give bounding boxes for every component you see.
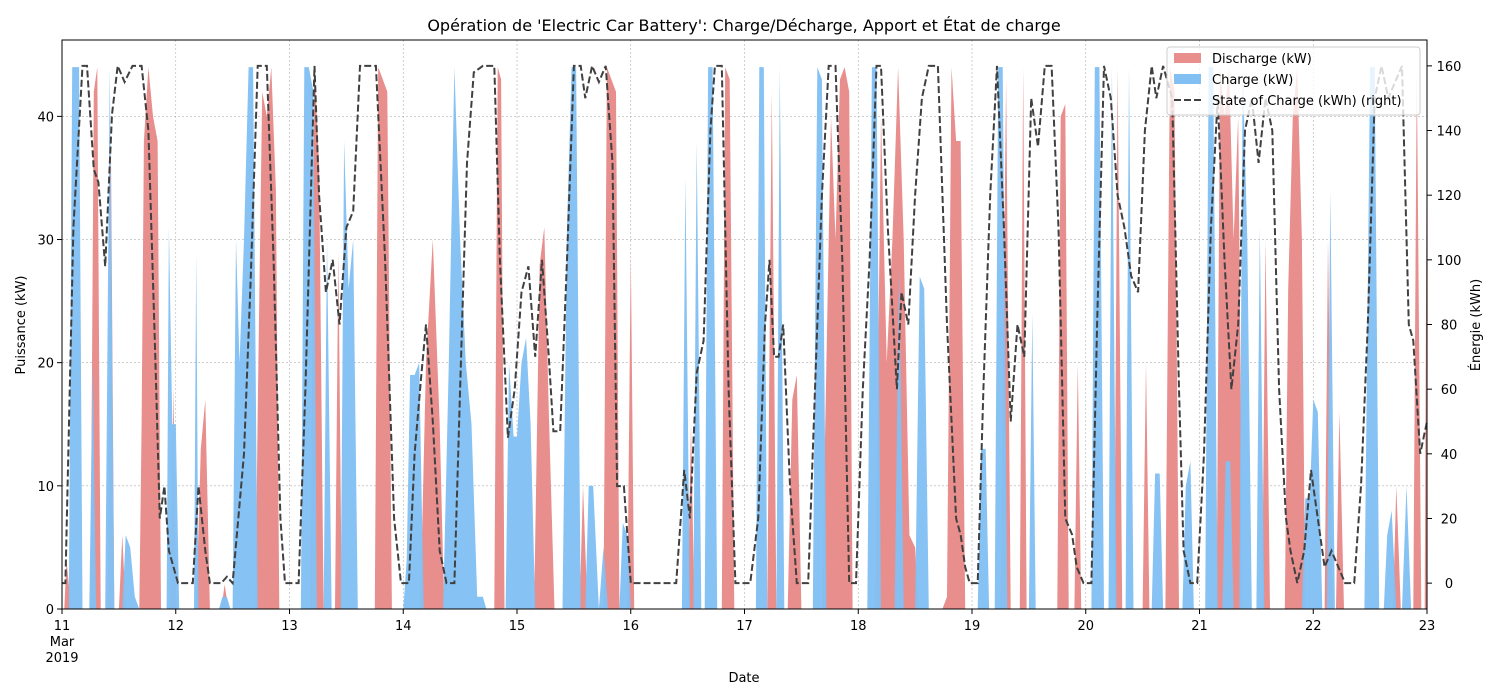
x-tick-label: 23: [1419, 619, 1436, 634]
x-tick-label: 20: [1077, 619, 1094, 634]
x-tick-label: 21: [1191, 619, 1208, 634]
legend-label: State of Charge (kWh) (right): [1212, 94, 1402, 109]
y-right-tick-label: 60: [1441, 383, 1458, 398]
x-tick-label: 11: [54, 619, 71, 634]
x-tick-sublabel-month: Mar: [50, 635, 75, 650]
y-right-tick-label: 20: [1441, 512, 1458, 527]
legend-swatch-charge: [1174, 74, 1201, 84]
y-right-tick-label: 100: [1437, 254, 1462, 269]
x-tick-label: 18: [850, 619, 867, 634]
legend-swatch-discharge: [1174, 53, 1201, 63]
x-tick-label: 19: [964, 619, 981, 634]
legend-label: Discharge (kW): [1212, 52, 1312, 67]
y-axis-title: Puissance (kW): [14, 275, 29, 374]
x-tick-sublabel-year: 2019: [45, 651, 78, 666]
x-axis-title: Date: [728, 671, 759, 686]
x-tick-label: 12: [167, 619, 184, 634]
y-right-tick-label: 40: [1441, 448, 1458, 463]
plot-lines: [62, 62, 1428, 586]
y-tick-label: 30: [37, 234, 54, 249]
y-tick-label: 40: [37, 110, 54, 125]
y-right-tick-label: 80: [1441, 319, 1458, 334]
plot-areas: [62, 67, 1427, 610]
legend-box: [1166, 46, 1421, 116]
legend-label: Charge (kW): [1212, 73, 1293, 88]
chart-title: Opération de 'Electric Car Battery': Cha…: [427, 16, 1060, 35]
x-tick-label: 14: [395, 619, 412, 634]
y-tick-label: 0: [46, 603, 54, 618]
x-tick-label: 22: [1305, 619, 1322, 634]
y-right-tick-label: 140: [1437, 125, 1462, 140]
x-tick-label: 16: [622, 619, 639, 634]
x-tick-label: 13: [281, 619, 298, 634]
y-right-axis-title: Énergie (kWh): [1468, 279, 1484, 371]
x-tick-label: 15: [509, 619, 526, 634]
series-line-state-of-charge: [62, 62, 1428, 586]
series-area-discharge: [62, 67, 1427, 610]
y-tick-label: 10: [37, 480, 54, 495]
legend: Discharge (kW) Charge (kW) State of Charge…: [1166, 46, 1421, 116]
y-right-tick-label: 120: [1437, 189, 1462, 204]
y-right-tick-label: 0: [1445, 577, 1453, 592]
x-tick-label: 17: [736, 619, 753, 634]
y-right-tick-label: 160: [1437, 60, 1462, 75]
y-tick-label: 20: [37, 357, 54, 372]
